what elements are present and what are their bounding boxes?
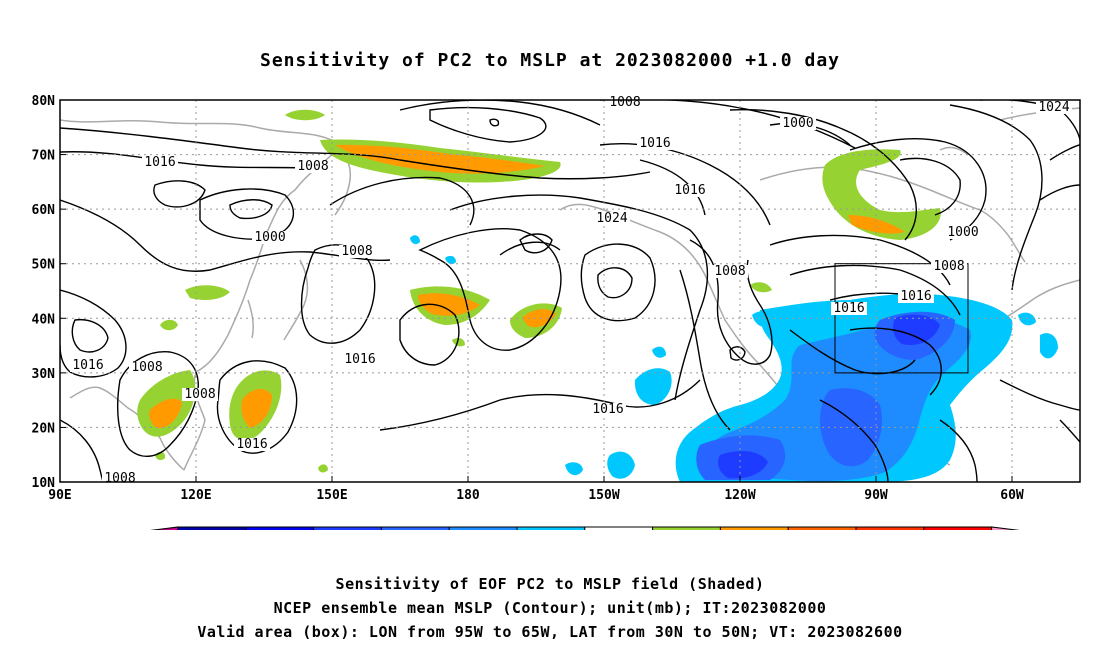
lat-tick-label: 50N xyxy=(32,258,56,273)
lon-tick-label: 120W xyxy=(724,488,755,503)
caption-line-2: NCEP ensemble mean MSLP (Contour); unit(… xyxy=(273,599,827,617)
caption-line-1: Sensitivity of EOF PC2 to MSLP field (Sh… xyxy=(335,575,765,593)
contour-label-bg xyxy=(70,359,106,372)
shaded-negative xyxy=(410,235,1058,482)
lat-tick-label: 80N xyxy=(32,94,56,109)
contour-label: 1016 xyxy=(900,289,931,304)
lon-tick-label: 150E xyxy=(316,488,347,503)
contour-label-bg xyxy=(234,438,270,451)
contour-label: 1008 xyxy=(341,244,372,259)
valid-area-box xyxy=(834,263,969,374)
contour-label-bg xyxy=(342,353,378,366)
contour-label-bg xyxy=(945,226,981,239)
contour-label-bg xyxy=(637,137,673,150)
contour-label: 1016 xyxy=(674,183,705,198)
colorbar-left-tip xyxy=(149,526,179,530)
colorbar-swatch xyxy=(923,526,993,530)
contour-label-bg xyxy=(339,245,375,258)
colorbar-swatch xyxy=(245,526,315,530)
contour-label: 1008 xyxy=(714,264,745,279)
lat-tick-label: 20N xyxy=(32,421,56,436)
contour-label-bg xyxy=(129,361,165,374)
lon-tick-label: 120E xyxy=(180,488,211,503)
contour-label: 1008 xyxy=(131,360,162,375)
contour-label-bg xyxy=(590,403,626,416)
caption-line-3: Valid area (box): LON from 95W to 65W, L… xyxy=(197,623,903,641)
lat-tick-label: 10N xyxy=(32,476,56,491)
lon-tick-label: 180 xyxy=(456,488,480,503)
contour-label-bg xyxy=(831,302,867,315)
colorbar: −0.9−0.8−0.7−0.6−0.5−0.420.420.50.60.70.… xyxy=(149,526,1020,530)
contour-label: 1008 xyxy=(933,259,964,274)
contour-label-bg xyxy=(780,117,816,130)
map-frame xyxy=(59,99,1081,483)
contour-label-bg xyxy=(594,212,630,225)
lon-tick-label: 90E xyxy=(48,488,71,503)
lat-tick-label: 60N xyxy=(32,203,56,218)
contour-label-bg xyxy=(1036,101,1072,114)
lon-axis: 90E 120E 150E 180 150W 120W 90W 60W xyxy=(48,476,1024,503)
contour-label: 1016 xyxy=(592,402,623,417)
colorbar-swatch xyxy=(855,526,925,530)
colorbar-swatch xyxy=(313,526,382,530)
lon-tick-label: 60W xyxy=(1000,488,1024,503)
colorbar-swatch xyxy=(652,526,721,530)
contour-label: 1008 xyxy=(184,387,215,402)
contour-label: 1008 xyxy=(297,159,328,174)
contour-label: 1000 xyxy=(947,225,978,240)
contour-label: 1016 xyxy=(344,352,375,367)
contour-label: 1008 xyxy=(104,471,135,486)
colorbar-swatch xyxy=(177,526,247,530)
colorbar-right-tip xyxy=(991,526,1020,530)
lon-tick-label: 150W xyxy=(588,488,619,503)
shaded-positive xyxy=(137,109,941,473)
contour-label: 1024 xyxy=(596,211,627,226)
graticule xyxy=(60,100,1080,482)
contour-label-bg xyxy=(182,388,218,401)
colorbar-swatch xyxy=(448,526,518,530)
contour-label: 1000 xyxy=(254,230,285,245)
contour-label: 1000 xyxy=(782,116,813,131)
lat-tick-label: 30N xyxy=(32,367,56,382)
colorbar-swatch xyxy=(584,526,654,530)
contour-label: 1024 xyxy=(1038,100,1069,115)
contour-label-bg xyxy=(898,290,934,303)
colorbar-swatch xyxy=(719,526,789,530)
contour-label-bg xyxy=(931,260,967,273)
lat-tick-label: 40N xyxy=(32,312,56,327)
lat-tick-label: 70N xyxy=(32,149,56,164)
contour-label-bg xyxy=(712,265,748,278)
contour-label: 1016 xyxy=(833,301,864,316)
contour-label-bg xyxy=(252,231,288,244)
chart-title: Sensitivity of PC2 to MSLP at 2023082000… xyxy=(259,50,840,71)
lat-axis: 80N 70N 60N 50N 40N 30N 20N 10N xyxy=(32,94,66,491)
colorbar-swatch xyxy=(787,526,857,530)
colorbar-swatch xyxy=(380,526,450,530)
contour-label: 1016 xyxy=(144,155,175,170)
contour-label: 1008 xyxy=(609,95,640,110)
contour-label: 1016 xyxy=(72,358,103,373)
contour-label-bg xyxy=(142,156,178,169)
lon-tick-label: 90W xyxy=(864,488,888,503)
contour-label-bg xyxy=(672,184,708,197)
contour-label: 1016 xyxy=(639,136,670,151)
mslp-contours xyxy=(60,100,1080,482)
contour-label: 1016 xyxy=(236,437,267,452)
colorbar-swatch xyxy=(516,526,586,530)
contour-label-bg xyxy=(295,160,331,173)
